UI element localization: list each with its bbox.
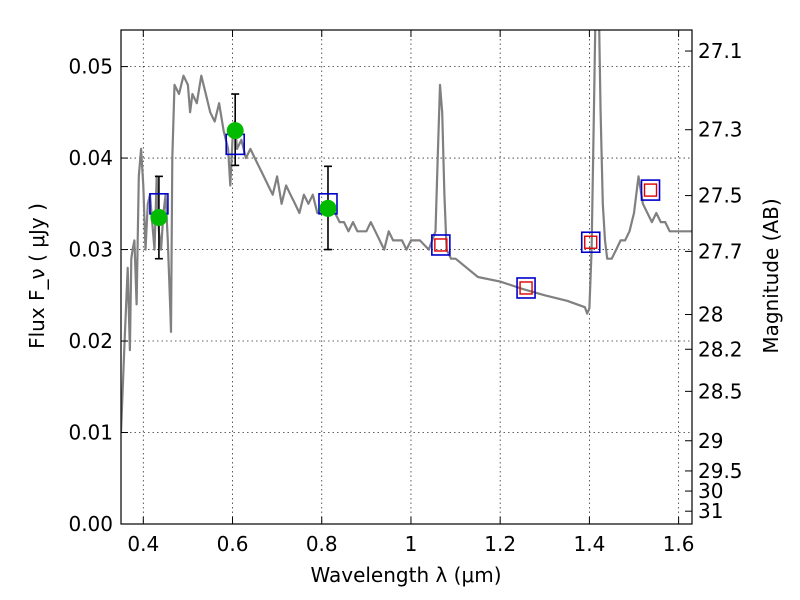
right-tick-label: 28.2 xyxy=(698,337,743,361)
observed-point xyxy=(319,199,337,217)
y-tick-label: 0.00 xyxy=(68,512,113,536)
right-tick-label: 31 xyxy=(698,499,723,523)
y-tick-label: 0.04 xyxy=(68,146,113,170)
x-tick-label: 1 xyxy=(405,532,418,556)
red-square xyxy=(519,281,533,295)
y-tick-label: 0.02 xyxy=(68,329,113,353)
sed-line xyxy=(121,30,692,433)
right-tick-label: 27.7 xyxy=(698,239,743,263)
right-tick-label: 27.1 xyxy=(698,39,743,63)
model-band-square xyxy=(516,277,536,299)
x-axis-label: Wavelength λ (μm) xyxy=(310,563,501,587)
x-tick-label: 1.2 xyxy=(484,532,516,556)
right-tick-label: 29 xyxy=(698,429,723,453)
x-tick-label: 0.6 xyxy=(217,532,249,556)
x-tick-label: 1.4 xyxy=(573,532,605,556)
red-square xyxy=(643,183,658,197)
y-tick-label: 0.03 xyxy=(68,238,113,262)
plot-area xyxy=(121,30,692,433)
model-band-square xyxy=(640,179,661,201)
y-axis-label: Flux F_ν ( μJy ) xyxy=(25,203,49,349)
x-tick-label: 0.4 xyxy=(127,532,159,556)
right-tick-label: 27.3 xyxy=(698,118,743,142)
grid-lines xyxy=(121,30,692,525)
y-tick-label: 0.05 xyxy=(68,55,113,79)
x-tick-label: 0.8 xyxy=(306,532,338,556)
model-band-square xyxy=(580,231,601,254)
model-band-square xyxy=(431,234,451,256)
observed-point xyxy=(226,122,244,140)
right-axis-label: Magnitude (AB) xyxy=(759,198,783,353)
right-tick-label: 28.5 xyxy=(698,379,743,403)
right-tick-label: 27.5 xyxy=(698,184,743,208)
right-tick-label: 30 xyxy=(698,479,723,503)
red-square xyxy=(584,235,598,249)
right-tick-label: 28 xyxy=(698,303,723,327)
red-square xyxy=(434,238,448,252)
y-tick-label: 0.01 xyxy=(68,421,113,445)
x-tick-label: 1.6 xyxy=(663,532,695,556)
clipped-plot xyxy=(121,30,692,433)
right-tick-label: 29.5 xyxy=(698,459,743,483)
axis-ticks: 0.4 0.6 0.8 1 1.2 1.4 1.6 0.00 0.01 0.02 0.03 0.04 0… xyxy=(68,30,743,556)
observed-point xyxy=(150,209,168,227)
plot-frame xyxy=(120,29,693,525)
